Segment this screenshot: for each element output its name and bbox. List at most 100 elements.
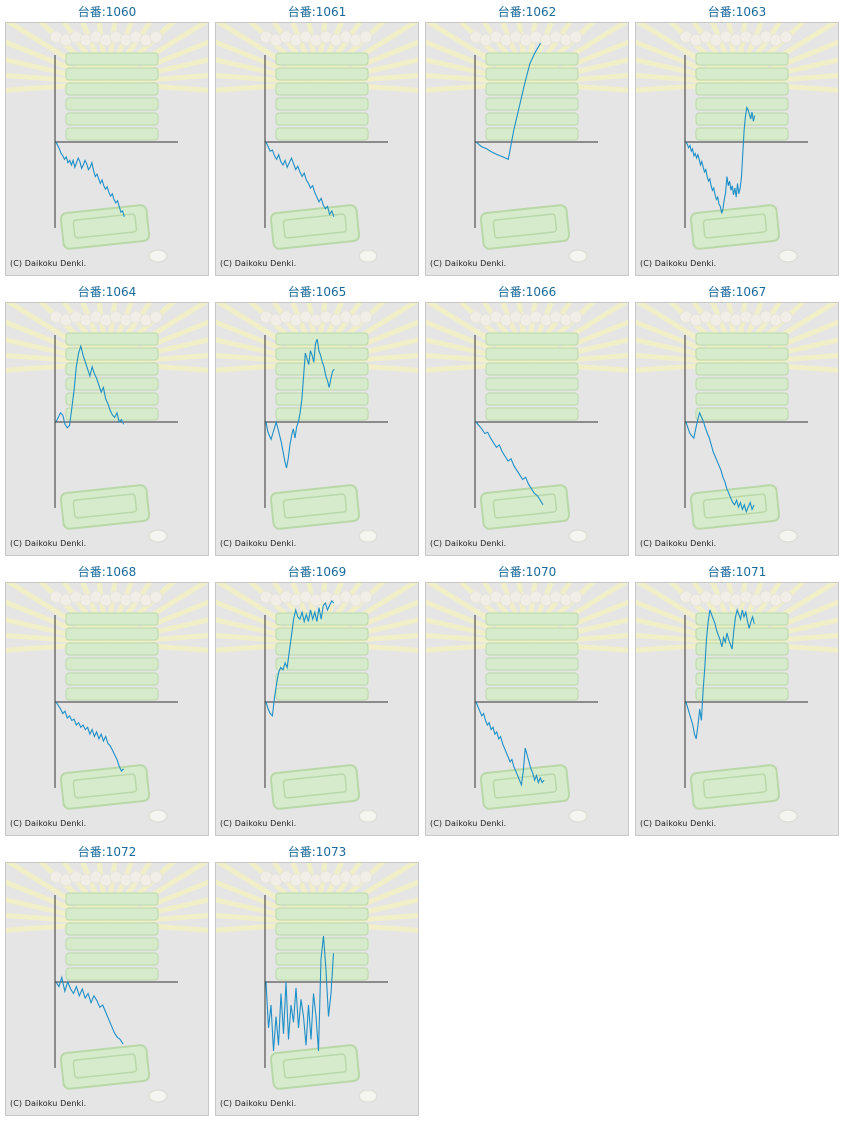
machine-number-link[interactable]: 台番:1060: [77, 5, 137, 19]
tray: [65, 52, 159, 66]
machine-number-link[interactable]: 台番:1070: [497, 565, 557, 579]
tray: [65, 612, 159, 626]
chart-frame[interactable]: (C) Daikoku Denki.: [425, 22, 629, 276]
chart-frame[interactable]: (C) Daikoku Denki.: [215, 302, 419, 556]
sunburst-ray: [314, 632, 418, 646]
machine-illustration: [636, 303, 838, 543]
bottom-tray-inner: [72, 493, 138, 519]
chart-cell: 台番:1063 (C) Daikoku Denki.: [632, 1, 841, 278]
chart-svg: [426, 23, 628, 263]
machine-illustration: [6, 303, 208, 543]
machine-number-link[interactable]: 台番:1061: [287, 5, 347, 19]
sunburst-ray: [524, 352, 628, 366]
machine-number-link[interactable]: 台番:1066: [497, 285, 557, 299]
chart-frame[interactable]: (C) Daikoku Denki.: [5, 302, 209, 556]
tray: [695, 377, 789, 391]
machine-number-link[interactable]: 台番:1068: [77, 565, 137, 579]
crowd-head: [779, 590, 793, 604]
tray: [485, 112, 579, 126]
sunburst-ray: [6, 912, 110, 926]
chart-frame[interactable]: (C) Daikoku Denki.: [215, 22, 419, 276]
machine-number-link[interactable]: 台番:1067: [707, 285, 767, 299]
copyright-text: (C) Daikoku Denki.: [430, 259, 507, 268]
machine-number-link[interactable]: 台番:1063: [707, 5, 767, 19]
chart-frame[interactable]: (C) Daikoku Denki.: [5, 582, 209, 836]
coin: [778, 529, 798, 543]
tray: [65, 657, 159, 671]
sunburst-ray: [734, 352, 838, 366]
sunburst-ray: [104, 632, 208, 646]
copyright-text: (C) Daikoku Denki.: [220, 1099, 297, 1108]
tray: [485, 407, 579, 421]
coin: [358, 809, 378, 823]
machine-illustration: [636, 583, 838, 823]
tray: [65, 672, 159, 686]
machine-number-link[interactable]: 台番:1072: [77, 845, 137, 859]
tray: [275, 642, 369, 656]
crowd-head: [359, 870, 373, 884]
tray: [695, 67, 789, 81]
series-line: [55, 141, 125, 217]
chart-frame[interactable]: (C) Daikoku Denki.: [635, 22, 839, 276]
sunburst-ray: [426, 72, 530, 86]
chart-frame[interactable]: (C) Daikoku Denki.: [215, 862, 419, 1116]
sunburst-ray: [216, 352, 320, 366]
series-line: [265, 935, 335, 1052]
tray: [275, 687, 369, 701]
chart-frame[interactable]: (C) Daikoku Denki.: [215, 582, 419, 836]
chart-frame[interactable]: (C) Daikoku Denki.: [635, 582, 839, 836]
machine-illustration: [426, 583, 628, 823]
tray: [275, 672, 369, 686]
tray: [695, 612, 789, 626]
machine-number-link[interactable]: 台番:1062: [497, 5, 557, 19]
crowd-head: [149, 870, 163, 884]
sunburst-ray: [6, 632, 110, 646]
coin: [358, 529, 378, 543]
chart-frame[interactable]: (C) Daikoku Denki.: [5, 22, 209, 276]
copyright-text: (C) Daikoku Denki.: [10, 539, 87, 548]
copyright-text: (C) Daikoku Denki.: [10, 819, 87, 828]
tray: [65, 332, 159, 346]
tray: [695, 687, 789, 701]
tray: [485, 377, 579, 391]
chart-frame[interactable]: (C) Daikoku Denki.: [5, 862, 209, 1116]
tray: [695, 362, 789, 376]
machine-number-link[interactable]: 台番:1069: [287, 565, 347, 579]
tray: [275, 922, 369, 936]
bottom-tray-inner: [702, 493, 768, 519]
sunburst-ray: [636, 72, 740, 86]
bottom-tray-inner: [492, 493, 558, 519]
chart-svg: [216, 23, 418, 263]
coin: [358, 1089, 378, 1103]
machine-illustration: [6, 583, 208, 823]
machine-number-link[interactable]: 台番:1064: [77, 285, 137, 299]
sunburst-ray: [426, 352, 530, 366]
crowd-head: [569, 30, 583, 44]
chart-frame[interactable]: (C) Daikoku Denki.: [425, 302, 629, 556]
chart-cell: 台番:1068 (C) Daikoku Denki.: [2, 561, 212, 838]
crowd-head: [149, 30, 163, 44]
tray: [695, 347, 789, 361]
tray: [275, 127, 369, 141]
chart-cell: 台番:1060 (C) Daikoku Denki.: [2, 1, 212, 278]
bottom-tray-inner: [72, 1053, 138, 1079]
tray: [65, 687, 159, 701]
tray: [695, 97, 789, 111]
machine-number-link[interactable]: 台番:1073: [287, 845, 347, 859]
tray: [65, 952, 159, 966]
machine-illustration: [426, 23, 628, 263]
chart-svg: [6, 583, 208, 823]
tray: [65, 892, 159, 906]
copyright-text: (C) Daikoku Denki.: [640, 819, 717, 828]
chart-svg: [426, 303, 628, 543]
chart-frame[interactable]: (C) Daikoku Denki.: [635, 302, 839, 556]
machine-number-link[interactable]: 台番:1065: [287, 285, 347, 299]
machine-illustration: [636, 23, 838, 263]
sunburst-ray: [524, 72, 628, 86]
machine-number-link[interactable]: 台番:1071: [707, 565, 767, 579]
tray: [275, 97, 369, 111]
chart-frame[interactable]: (C) Daikoku Denki.: [425, 582, 629, 836]
sunburst-ray: [426, 632, 530, 646]
bottom-tray-inner: [702, 213, 768, 239]
tray: [485, 687, 579, 701]
